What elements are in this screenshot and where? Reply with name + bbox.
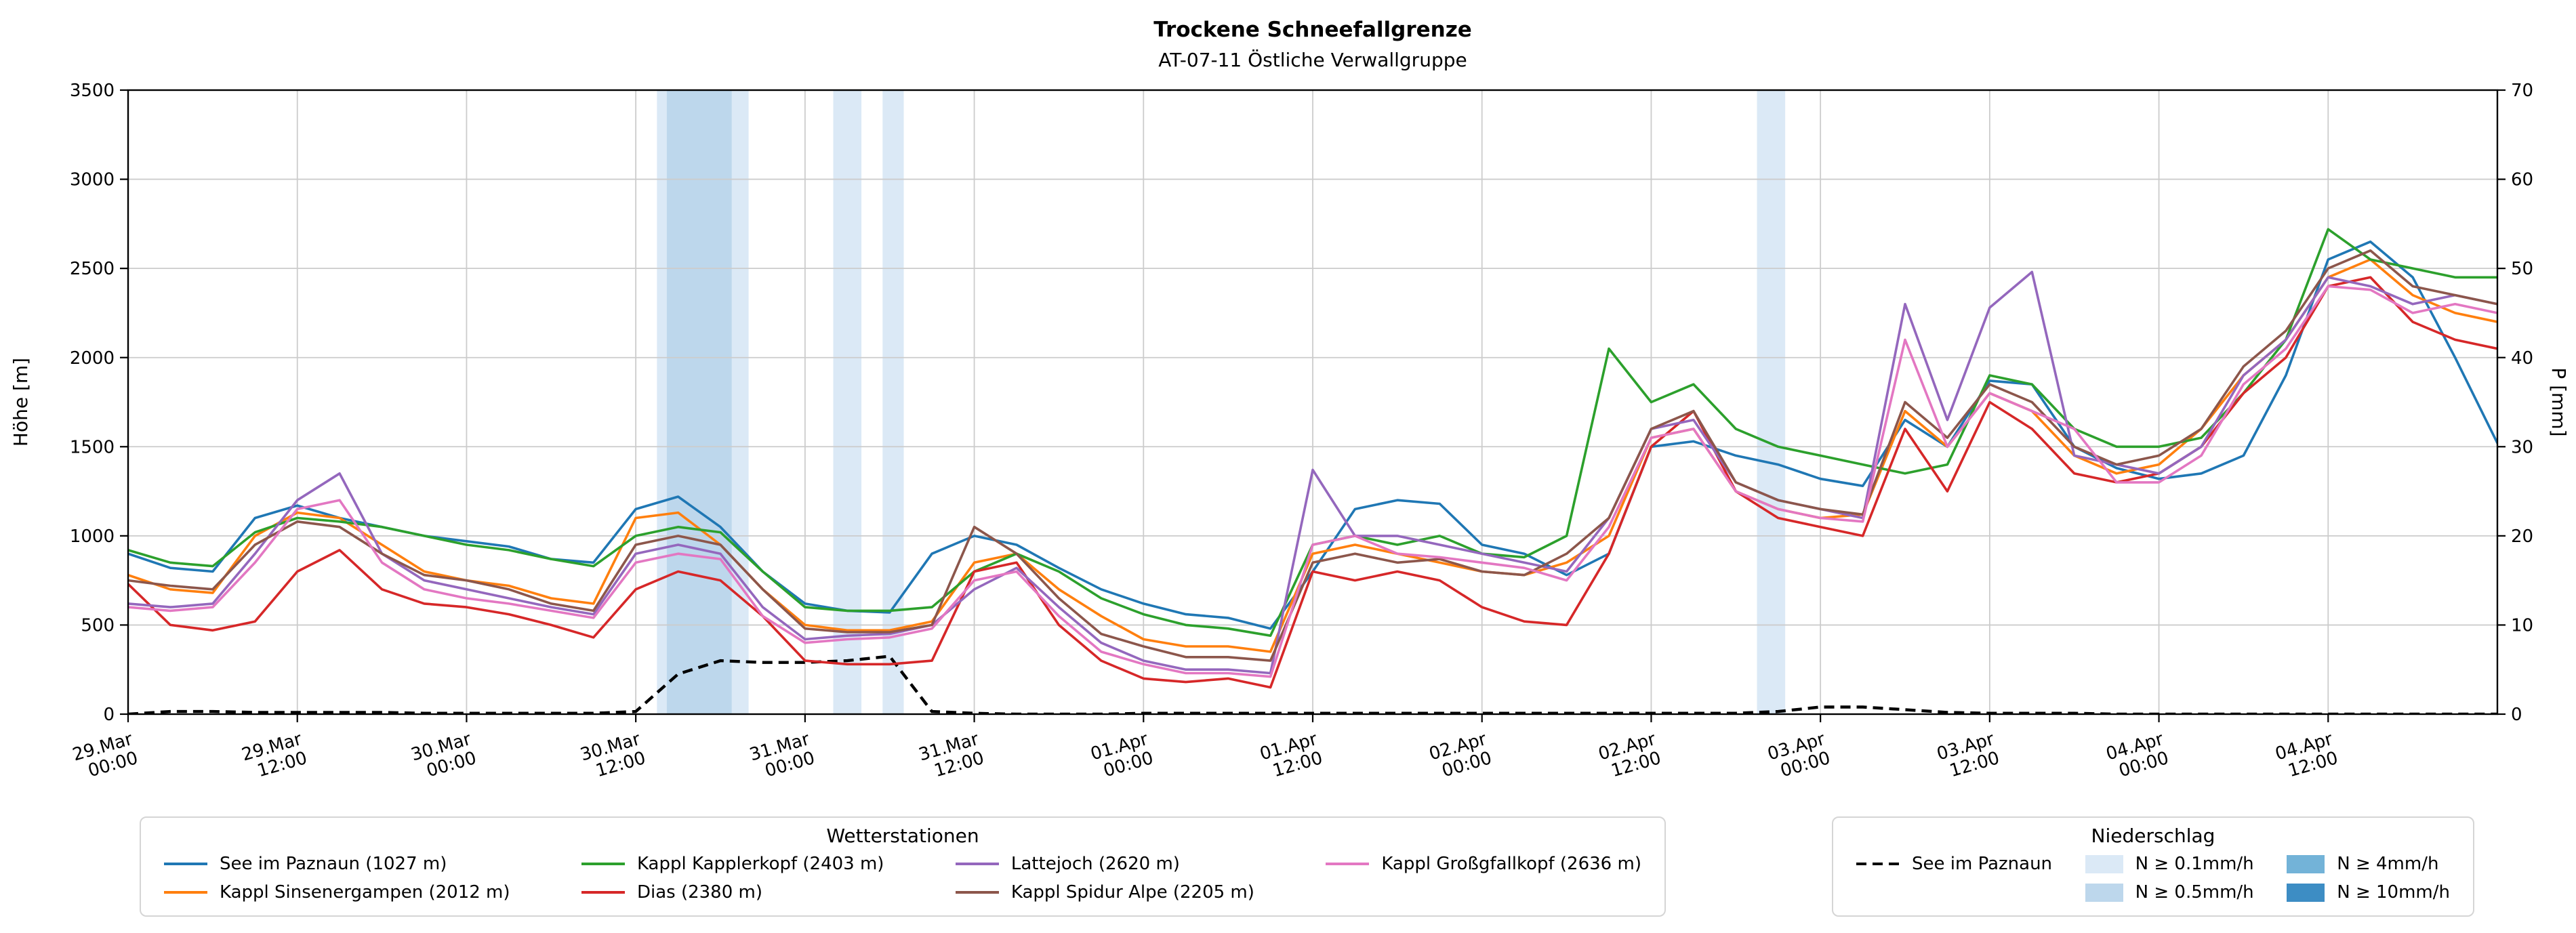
legend-entry-precip-level-label: N ≥ 0.1mm/h bbox=[2135, 854, 2254, 874]
line-sample-icon bbox=[581, 863, 625, 865]
legend-stations-entries: See im Paznaun (1027 m) Kappl Sinsenergam… bbox=[164, 854, 1641, 903]
chart-subtitle: AT-07-11 Östliche Verwallgruppe bbox=[1158, 49, 1467, 71]
legend-entry-station-label: See im Paznaun (1027 m) bbox=[220, 854, 447, 874]
series-line bbox=[128, 258, 2497, 653]
legend-entry-precip-level: N ≥ 10mm/h bbox=[2287, 882, 2450, 903]
legend-entry-precip-level-label: N ≥ 4mm/h bbox=[2337, 854, 2439, 874]
x-tick-label: 01.Apr00:00 bbox=[1088, 729, 1156, 784]
x-tick-label: 29.Mar12:00 bbox=[239, 729, 309, 785]
y-tick-label-right: 20 bbox=[2511, 526, 2533, 547]
legend-stations: Wetterstationen See im Paznaun (1027 m) K… bbox=[140, 816, 1666, 917]
series-line bbox=[128, 276, 2497, 689]
x-tick-label: 04.Apr12:00 bbox=[2273, 729, 2341, 784]
x-tick-label: 04.Apr00:00 bbox=[2104, 729, 2171, 784]
legend-entry-precip-level: N ≥ 4mm/h bbox=[2287, 854, 2450, 874]
line-sample-icon bbox=[1326, 863, 1370, 865]
legend-column: Lattejoch (2620 m) Kappl Spidur Alpe (220… bbox=[955, 854, 1254, 903]
legend-entry-precip-line-label: See im Paznaun bbox=[1912, 854, 2053, 874]
y-tick-label-left: 2000 bbox=[70, 348, 115, 369]
y-tick-label-left: 1000 bbox=[70, 526, 115, 547]
precip-band bbox=[882, 90, 904, 714]
x-tick-label: 31.Mar00:00 bbox=[748, 729, 817, 785]
legend-column: See im Paznaun (1027 m) Kappl Sinsenergam… bbox=[164, 854, 510, 903]
x-tick-label: 30.Mar12:00 bbox=[578, 729, 648, 785]
legend-column: Kappl Kapplerkopf (2403 m) Dias (2380 m) bbox=[581, 854, 884, 903]
y-tick-label-left: 2500 bbox=[70, 259, 115, 279]
x-tick-label: 29.Mar00:00 bbox=[70, 729, 140, 785]
series-line bbox=[128, 270, 2497, 675]
y-tick-label-right: 60 bbox=[2511, 170, 2533, 190]
y-tick-label-right: 10 bbox=[2511, 616, 2533, 636]
y-axis-label-left: Höhe [m] bbox=[9, 358, 32, 447]
y-tick-label-left: 3000 bbox=[70, 170, 115, 190]
precip-patch-icon bbox=[2085, 883, 2123, 902]
legend-entry-station-label: Kappl Kapplerkopf (2403 m) bbox=[636, 854, 884, 874]
x-tick-label: 01.Apr12:00 bbox=[1258, 729, 1326, 784]
x-tick-label: 02.Apr12:00 bbox=[1596, 729, 1664, 784]
legend-precipitation: Niederschlag See im Paznaun N ≥ 0.1mm/h N … bbox=[1832, 816, 2474, 917]
y-tick-label-left: 3500 bbox=[70, 81, 115, 101]
line-sample-icon bbox=[581, 891, 625, 894]
legend-column: N ≥ 0.1mm/h N ≥ 0.5mm/h bbox=[2085, 854, 2254, 903]
y-tick-label-left: 1500 bbox=[70, 437, 115, 457]
line-sample-icon bbox=[164, 863, 207, 865]
x-tick-label: 31.Mar12:00 bbox=[916, 729, 986, 785]
legend-entry-station-label: Dias (2380 m) bbox=[636, 882, 763, 903]
precip-band bbox=[833, 90, 862, 714]
legend-entry-station: Dias (2380 m) bbox=[581, 882, 884, 903]
legend-entry-station-label: Kappl Sinsenergampen (2012 m) bbox=[220, 882, 510, 903]
y-tick-label-right: 70 bbox=[2511, 81, 2533, 101]
legend-entry-station: Kappl Großgfallkopf (2636 m) bbox=[1326, 854, 1641, 874]
line-sample-icon bbox=[955, 891, 999, 894]
series-line bbox=[128, 285, 2497, 678]
legend-entry-precip-level: N ≥ 0.5mm/h bbox=[2085, 882, 2254, 903]
legend-column: N ≥ 4mm/h N ≥ 10mm/h bbox=[2287, 854, 2450, 903]
line-sample-icon bbox=[955, 863, 999, 865]
precip-patch-icon bbox=[2287, 883, 2325, 902]
y-tick-label-right: 30 bbox=[2511, 437, 2533, 457]
legend-entry-station: Kappl Kapplerkopf (2403 m) bbox=[581, 854, 884, 874]
x-tick-label: 03.Apr00:00 bbox=[1765, 729, 1833, 784]
legend-column: Kappl Großgfallkopf (2636 m) bbox=[1326, 854, 1641, 903]
x-tick-label: 30.Mar00:00 bbox=[409, 729, 478, 785]
precip-patch-icon bbox=[2287, 854, 2325, 873]
y-tick-label-right: 40 bbox=[2511, 348, 2533, 369]
legend-entry-precip-level-label: N ≥ 0.5mm/h bbox=[2135, 882, 2254, 903]
precip-band bbox=[666, 90, 732, 714]
line-sample-icon bbox=[164, 891, 207, 894]
y-tick-label-right: 50 bbox=[2511, 259, 2533, 279]
legend-entry-station: Lattejoch (2620 m) bbox=[955, 854, 1254, 874]
legend-stations-title: Wetterstationen bbox=[826, 825, 979, 847]
legend-column: See im Paznaun bbox=[1856, 854, 2052, 903]
y-axis-label-right: P [mm] bbox=[2548, 367, 2570, 436]
legend-entry-station-label: Lattejoch (2620 m) bbox=[1010, 854, 1180, 874]
x-tick-label: 03.Apr12:00 bbox=[1935, 729, 2003, 784]
legend-entry-station-label: Kappl Großgfallkopf (2636 m) bbox=[1381, 854, 1641, 874]
series-group bbox=[128, 228, 2497, 714]
dashed-line-sample-icon bbox=[1856, 863, 1900, 865]
legend-entry-precip-level-label: N ≥ 10mm/h bbox=[2337, 882, 2450, 903]
precip-band bbox=[1757, 90, 1786, 714]
legend-precipitation-title: Niederschlag bbox=[2091, 825, 2215, 847]
y-tick-label-left: 500 bbox=[81, 616, 115, 636]
legend-entry-station: Kappl Sinsenergampen (2012 m) bbox=[164, 882, 510, 903]
y-tick-label-right: 0 bbox=[2511, 705, 2522, 725]
precip-patch-icon bbox=[2085, 854, 2123, 873]
legend-entry-station: Kappl Spidur Alpe (2205 m) bbox=[955, 882, 1254, 903]
legend-entry-station: See im Paznaun (1027 m) bbox=[164, 854, 510, 874]
legend-entry-station-label: Kappl Spidur Alpe (2205 m) bbox=[1010, 882, 1254, 903]
y-tick-label-left: 0 bbox=[103, 705, 115, 725]
legend-precipitation-entries: See im Paznaun N ≥ 0.1mm/h N ≥ 0.5mm/h N ≥ … bbox=[1856, 854, 2450, 903]
x-tick-label: 02.Apr00:00 bbox=[1427, 729, 1494, 784]
legend-entry-precip-line: See im Paznaun bbox=[1856, 854, 2052, 874]
series-line bbox=[128, 249, 2497, 662]
legend-entry-precip-level: N ≥ 0.1mm/h bbox=[2085, 854, 2254, 874]
chart-title: Trockene Schneefallgrenze bbox=[1153, 18, 1472, 42]
